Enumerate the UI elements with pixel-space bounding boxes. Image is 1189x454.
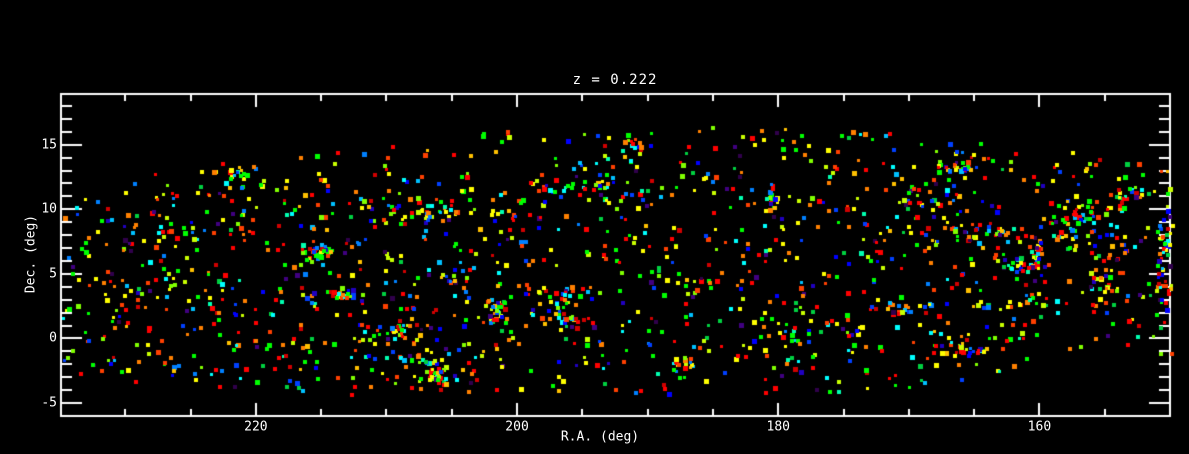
x-tick-label: 160 — [1027, 419, 1052, 435]
x-tick-label: 180 — [766, 419, 790, 435]
y-tick-label: 0 — [49, 330, 57, 346]
x-axis-label: R.A. (deg) — [560, 429, 640, 445]
x-tick-label: 200 — [505, 419, 529, 435]
plot-title: z = 0.222 — [572, 72, 658, 88]
y-tick-label: 15 — [41, 137, 57, 153]
y-tick-label: 10 — [41, 201, 57, 217]
y-tick-label: 5 — [49, 266, 57, 282]
y-axis-label: Dec. (deg) — [23, 214, 39, 294]
y-tick-label: -5 — [41, 395, 57, 411]
x-tick-label: 220 — [244, 419, 268, 435]
